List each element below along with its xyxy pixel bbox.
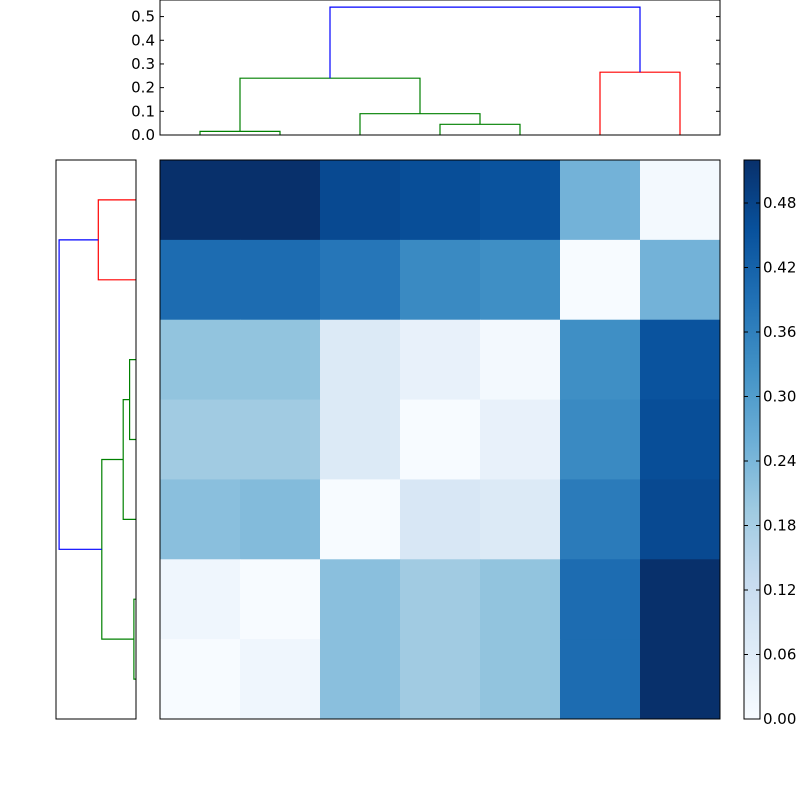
- heatmap-cell: [240, 639, 321, 720]
- heatmap-cell: [640, 160, 721, 241]
- heatmap-cell: [240, 319, 321, 401]
- dendrogram-link: [239, 77, 421, 132]
- heatmap-cell: [160, 399, 241, 480]
- top-dendrogram-frame: [159, 0, 721, 136]
- heatmap-cell: [160, 479, 241, 560]
- dendrogram-link: [439, 123, 521, 135]
- heatmap-cell: [320, 399, 401, 480]
- heatmap-cell: [400, 239, 481, 321]
- dendrogram-link: [129, 359, 136, 441]
- dendrogram-link: [199, 130, 281, 135]
- heatmap-cell: [400, 160, 481, 241]
- heatmap-cell: [480, 399, 561, 480]
- heatmap: [160, 160, 721, 720]
- y-tick-label: 0.0: [131, 126, 155, 144]
- y-tick-label: 0.5: [131, 8, 155, 26]
- top-dendrogram: [199, 6, 681, 135]
- heatmap-cell: [160, 160, 241, 241]
- colorbar-tick-label: 0.24: [763, 452, 796, 470]
- heatmap-cell: [240, 559, 321, 640]
- heatmap-cell: [320, 319, 401, 401]
- heatmap-cell: [400, 559, 481, 640]
- colorbar-tick-label: 0.48: [763, 194, 796, 212]
- heatmap-cell: [640, 239, 721, 321]
- heatmap-cell: [480, 639, 561, 720]
- heatmap-cell: [560, 559, 641, 640]
- y-tick-label: 0.4: [131, 31, 155, 49]
- heatmap-cell: [640, 479, 721, 560]
- heatmap-cell: [400, 479, 481, 560]
- heatmap-cell: [480, 239, 561, 321]
- colorbar-tick-label: 0.42: [763, 259, 796, 277]
- heatmap-cell: [160, 559, 241, 640]
- heatmap-cell: [320, 559, 401, 640]
- heatmap-cell: [320, 479, 401, 560]
- heatmap-cell: [400, 639, 481, 720]
- heatmap-frame: [159, 159, 721, 720]
- y-tick-label: 0.2: [131, 79, 155, 97]
- colorbar-tick-label: 0.12: [763, 581, 796, 599]
- colorbar-tick-label: 0.30: [763, 388, 796, 406]
- colorbar-frame: [743, 159, 761, 720]
- dendrogram-link: [58, 239, 102, 550]
- colorbar-axis: 0.00 0.06 0.12 0.18 0.24 0.30 0.36 0.42 0.48: [744, 194, 796, 728]
- heatmap-cell: [320, 239, 401, 321]
- colorbar-tick-label: 0.00: [763, 710, 796, 728]
- heatmap-cell: [160, 239, 241, 321]
- dendrogram-link: [97, 199, 136, 281]
- heatmap-cell: [400, 399, 481, 480]
- colorbar-tick-label: 0.36: [763, 323, 796, 341]
- heatmap-cell: [480, 319, 561, 401]
- heatmap-cell: [320, 639, 401, 720]
- heatmap-cell: [240, 479, 321, 560]
- heatmap-cell: [480, 160, 561, 241]
- heatmap-cell: [560, 399, 641, 480]
- y-tick-label: 0.3: [131, 55, 155, 73]
- dendrogram-link: [101, 458, 134, 640]
- colorbar-gradient: [744, 160, 760, 719]
- heatmap-cell: [160, 639, 241, 720]
- heatmap-cell: [560, 239, 641, 321]
- heatmap-cell: [640, 639, 721, 720]
- colorbar-tick-label: 0.06: [763, 646, 796, 664]
- heatmap-cell: [320, 160, 401, 241]
- heatmap-cell: [640, 559, 721, 640]
- heatmap-cell: [240, 160, 321, 241]
- colorbar-tick-label: 0.18: [763, 517, 796, 535]
- heatmap-cell: [560, 160, 641, 241]
- heatmap-cell: [560, 639, 641, 720]
- heatmap-cell: [480, 559, 561, 640]
- heatmap-cell: [160, 319, 241, 401]
- left-dendrogram-frame: [55, 159, 137, 720]
- heatmap-cell: [480, 479, 561, 560]
- top-dendrogram-y-axis: 0.0 0.1 0.2 0.3 0.4 0.5: [131, 8, 720, 144]
- dendrogram-link: [329, 6, 641, 79]
- heatmap-cell: [560, 319, 641, 401]
- heatmap-cell: [560, 479, 641, 560]
- dendrogram-link: [599, 71, 681, 135]
- y-tick-label: 0.1: [131, 102, 155, 120]
- heatmap-cell: [640, 319, 721, 401]
- heatmap-cell: [400, 319, 481, 401]
- left-dendrogram: [58, 199, 136, 680]
- heatmap-cell: [240, 239, 321, 321]
- heatmap-cell: [640, 399, 721, 480]
- heatmap-cell: [240, 399, 321, 480]
